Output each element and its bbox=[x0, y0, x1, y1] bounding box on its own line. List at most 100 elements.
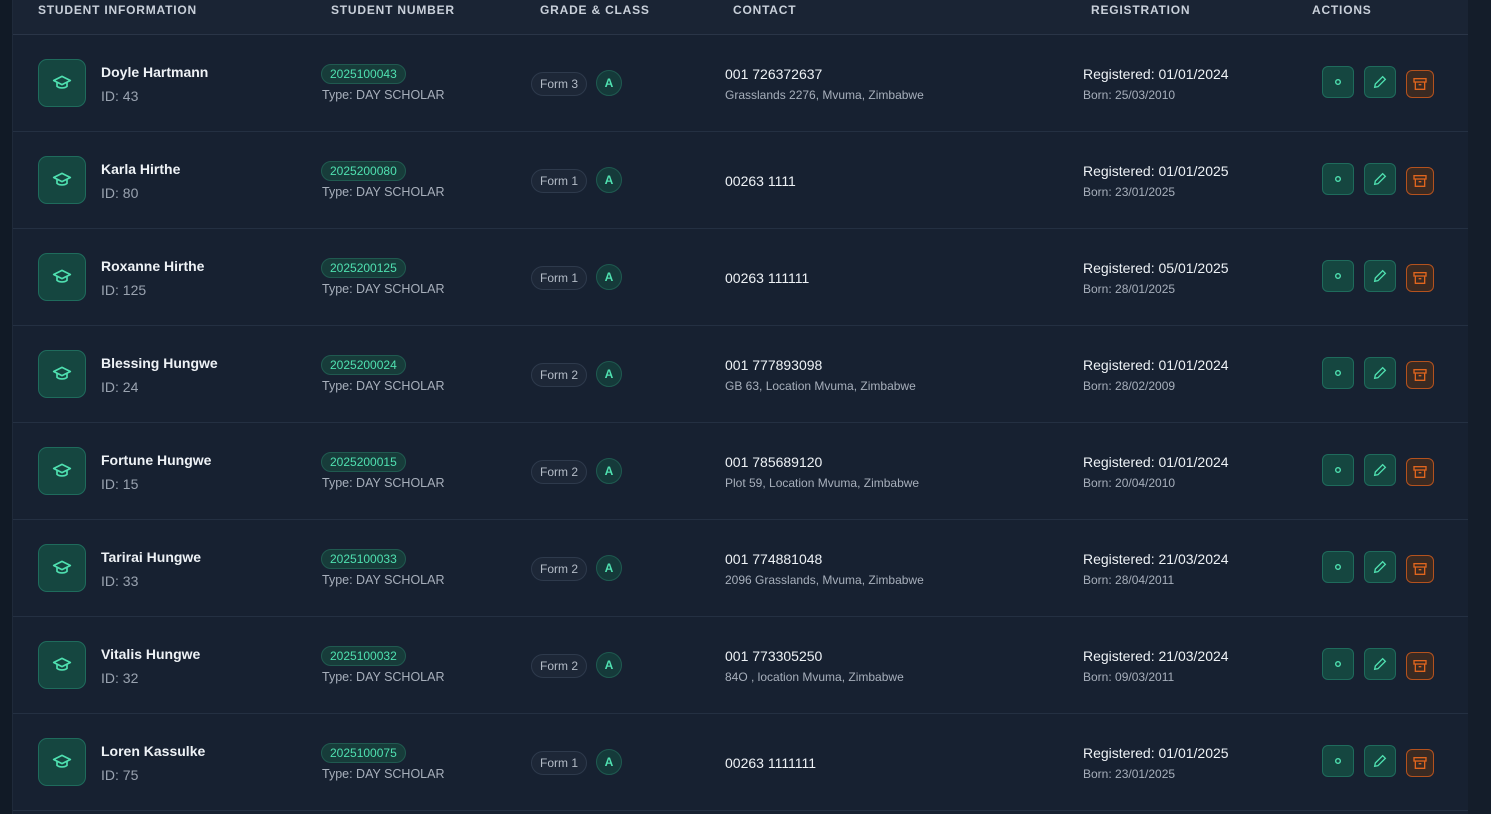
archive-box-icon bbox=[1412, 755, 1428, 771]
edit-button[interactable] bbox=[1364, 551, 1396, 583]
header-student-number[interactable]: STUDENT NUMBER bbox=[331, 3, 455, 17]
archive-button[interactable] bbox=[1406, 458, 1434, 486]
pencil-icon bbox=[1372, 74, 1388, 90]
pencil-icon bbox=[1372, 171, 1388, 187]
form-badge: Form 2 bbox=[531, 654, 588, 678]
archive-button[interactable] bbox=[1406, 555, 1434, 583]
class-badge: A bbox=[596, 264, 622, 290]
student-name[interactable]: Tarirai Hungwe bbox=[101, 549, 202, 565]
form-badge: Form 1 bbox=[531, 266, 588, 290]
student-type: Type: DAY SCHOLAR bbox=[322, 185, 445, 199]
archive-box-icon bbox=[1412, 658, 1428, 674]
birth-date: Born: 25/03/2010 bbox=[1083, 88, 1176, 102]
class-badge: A bbox=[596, 555, 622, 581]
table-row[interactable]: Karla Hirthe ID: 80 2025200080 Type: DAY… bbox=[13, 132, 1468, 229]
contact-phone: 001 773305250 bbox=[725, 648, 823, 664]
view-button[interactable] bbox=[1322, 745, 1354, 777]
student-name[interactable]: Roxanne Hirthe bbox=[101, 258, 205, 274]
table-header: STUDENT INFORMATION STUDENT NUMBER GRADE… bbox=[13, 0, 1468, 35]
archive-button[interactable] bbox=[1406, 167, 1434, 195]
class-badge: A bbox=[596, 361, 622, 387]
edit-button[interactable] bbox=[1364, 745, 1396, 777]
birth-date: Born: 28/02/2009 bbox=[1083, 379, 1176, 393]
registered-date: Registered: 21/03/2024 bbox=[1083, 648, 1229, 664]
table-row[interactable]: Vitalis Hungwe ID: 32 2025100032 Type: D… bbox=[13, 617, 1468, 714]
view-button[interactable] bbox=[1322, 454, 1354, 486]
header-grade-class[interactable]: GRADE & CLASS bbox=[540, 3, 650, 17]
birth-date: Born: 23/01/2025 bbox=[1083, 767, 1176, 781]
archive-box-icon bbox=[1412, 561, 1428, 577]
student-name[interactable]: Vitalis Hungwe bbox=[101, 646, 201, 662]
student-name[interactable]: Doyle Hartmann bbox=[101, 64, 209, 80]
registered-date: Registered: 05/01/2025 bbox=[1083, 260, 1229, 276]
birth-date: Born: 20/04/2010 bbox=[1083, 476, 1176, 490]
pencil-icon bbox=[1372, 268, 1388, 284]
archive-button[interactable] bbox=[1406, 749, 1434, 777]
student-number-badge: 2025200015 bbox=[321, 452, 406, 472]
view-button[interactable] bbox=[1322, 66, 1354, 98]
graduation-cap-icon bbox=[38, 59, 86, 107]
registered-date: Registered: 01/01/2024 bbox=[1083, 66, 1229, 82]
eye-dot-icon bbox=[1334, 272, 1342, 280]
student-type: Type: DAY SCHOLAR bbox=[322, 767, 445, 781]
view-button[interactable] bbox=[1322, 551, 1354, 583]
student-id: ID: 80 bbox=[101, 185, 139, 201]
archive-box-icon bbox=[1412, 76, 1428, 92]
student-name[interactable]: Karla Hirthe bbox=[101, 161, 181, 177]
registered-date: Registered: 01/01/2024 bbox=[1083, 357, 1229, 373]
archive-button[interactable] bbox=[1406, 70, 1434, 98]
edit-button[interactable] bbox=[1364, 66, 1396, 98]
table-row[interactable]: Roxanne Hirthe ID: 125 2025200125 Type: … bbox=[13, 229, 1468, 326]
archive-button[interactable] bbox=[1406, 264, 1434, 292]
student-number-badge: 2025100043 bbox=[321, 64, 406, 84]
student-name[interactable]: Loren Kassulke bbox=[101, 743, 206, 759]
edit-button[interactable] bbox=[1364, 163, 1396, 195]
student-name[interactable]: Fortune Hungwe bbox=[101, 452, 212, 468]
graduation-cap-icon bbox=[38, 738, 86, 786]
contact-address: 84O , location Mvuma, Zimbabwe bbox=[725, 670, 904, 684]
birth-date: Born: 28/01/2025 bbox=[1083, 282, 1176, 296]
student-id: ID: 125 bbox=[101, 282, 147, 298]
header-registration[interactable]: REGISTRATION bbox=[1091, 3, 1191, 17]
student-name[interactable]: Blessing Hungwe bbox=[101, 355, 218, 371]
view-button[interactable] bbox=[1322, 648, 1354, 680]
graduation-cap-icon bbox=[38, 156, 86, 204]
archive-button[interactable] bbox=[1406, 361, 1434, 389]
student-type: Type: DAY SCHOLAR bbox=[322, 476, 445, 490]
student-id: ID: 43 bbox=[101, 88, 139, 104]
archive-box-icon bbox=[1412, 270, 1428, 286]
contact-phone: 001 785689120 bbox=[725, 454, 823, 470]
edit-button[interactable] bbox=[1364, 357, 1396, 389]
table-row[interactable]: Blessing Hungwe ID: 24 2025200024 Type: … bbox=[13, 326, 1468, 423]
students-table: STUDENT INFORMATION STUDENT NUMBER GRADE… bbox=[12, 0, 1469, 814]
eye-dot-icon bbox=[1334, 369, 1342, 377]
table-row[interactable]: Tarirai Hungwe ID: 33 2025100033 Type: D… bbox=[13, 520, 1468, 617]
student-number-badge: 2025200125 bbox=[321, 258, 406, 278]
birth-date: Born: 23/01/2025 bbox=[1083, 185, 1176, 199]
student-number-badge: 2025200080 bbox=[321, 161, 406, 181]
table-row[interactable]: Loren Kassulke ID: 75 2025100075 Type: D… bbox=[13, 714, 1468, 811]
table-row[interactable]: Fortune Hungwe ID: 15 2025200015 Type: D… bbox=[13, 423, 1468, 520]
table-row[interactable]: Doyle Hartmann ID: 43 2025100043 Type: D… bbox=[13, 35, 1468, 132]
view-button[interactable] bbox=[1322, 260, 1354, 292]
registered-date: Registered: 01/01/2025 bbox=[1083, 745, 1229, 761]
header-student-information[interactable]: STUDENT INFORMATION bbox=[38, 3, 197, 17]
student-id: ID: 15 bbox=[101, 476, 139, 492]
view-button[interactable] bbox=[1322, 163, 1354, 195]
archive-button[interactable] bbox=[1406, 652, 1434, 680]
graduation-cap-icon bbox=[38, 253, 86, 301]
class-badge: A bbox=[596, 652, 622, 678]
form-badge: Form 3 bbox=[531, 72, 588, 96]
student-type: Type: DAY SCHOLAR bbox=[322, 573, 445, 587]
contact-phone: 001 777893098 bbox=[725, 357, 823, 373]
header-contact[interactable]: CONTACT bbox=[733, 3, 797, 17]
edit-button[interactable] bbox=[1364, 260, 1396, 292]
contact-phone: 001 774881048 bbox=[725, 551, 823, 567]
view-button[interactable] bbox=[1322, 357, 1354, 389]
edit-button[interactable] bbox=[1364, 454, 1396, 486]
contact-address: GB 63, Location Mvuma, Zimbabwe bbox=[725, 379, 916, 393]
contact-phone: 001 726372637 bbox=[725, 66, 823, 82]
form-badge: Form 2 bbox=[531, 557, 588, 581]
birth-date: Born: 09/03/2011 bbox=[1083, 670, 1175, 684]
edit-button[interactable] bbox=[1364, 648, 1396, 680]
